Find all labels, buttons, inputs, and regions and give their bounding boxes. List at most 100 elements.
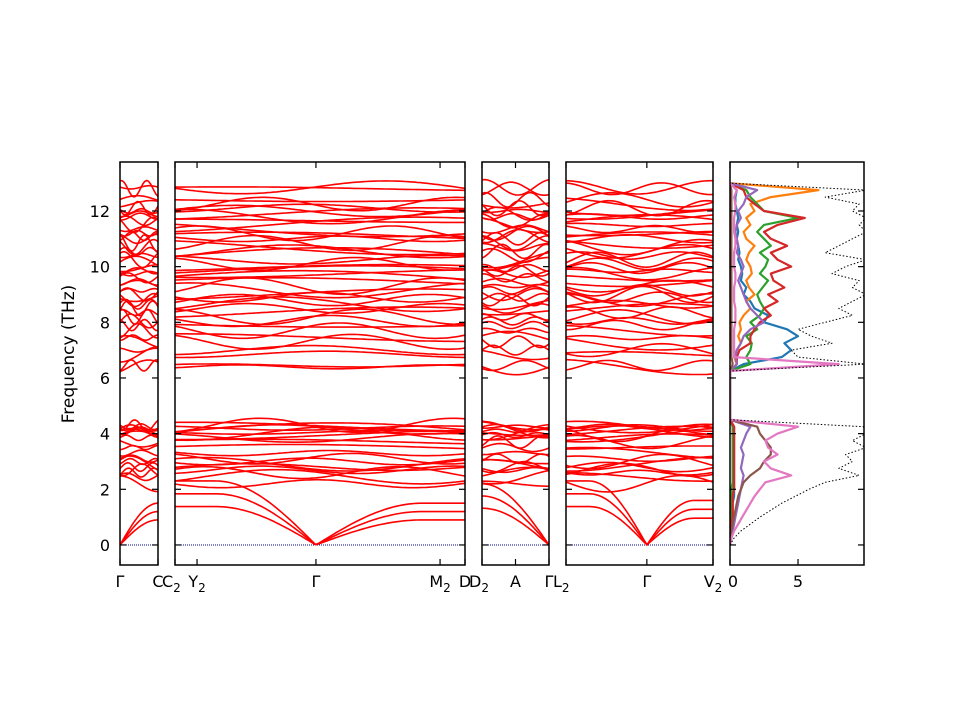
phonon-band <box>175 333 465 343</box>
x-tick-label-text: Γ <box>116 572 125 591</box>
phonon-band <box>175 204 465 218</box>
phonon-band <box>566 279 713 293</box>
y-tick-label: 10 <box>90 258 110 277</box>
dos-frame <box>729 161 865 566</box>
phonon-band <box>120 270 158 277</box>
phonon-band <box>566 433 713 442</box>
phonon-band <box>120 334 158 348</box>
phonon-band <box>120 212 158 221</box>
dos-series-total <box>730 182 864 546</box>
phonon-band <box>120 359 158 373</box>
phonon-band <box>566 350 713 357</box>
dos-x-tick-label: 0 <box>728 572 738 591</box>
phonon-band <box>120 298 158 310</box>
phonon-band <box>482 256 549 272</box>
phonon-band <box>566 319 713 331</box>
phonon-band <box>120 454 158 464</box>
y-tick-label: 12 <box>90 202 110 221</box>
phonon-band <box>175 246 465 258</box>
phonon-band <box>175 308 465 326</box>
panel-frame <box>119 161 159 566</box>
phonon-band <box>120 255 158 267</box>
phonon-band <box>482 285 549 295</box>
phonon-band <box>482 335 549 349</box>
x-tick-label-text: C <box>162 572 173 591</box>
phonon-band <box>175 293 465 307</box>
phonon-band <box>120 461 158 473</box>
phonon-band <box>175 344 465 356</box>
phonon-band <box>120 423 158 433</box>
phonon-band <box>482 320 549 330</box>
phonon-band <box>482 251 549 269</box>
y-tick-label: 8 <box>100 313 110 332</box>
phonon-band <box>175 235 465 243</box>
phonon-band <box>482 480 549 488</box>
phonon-band <box>482 277 549 287</box>
phonon-band <box>566 420 713 439</box>
dos-series-brown <box>730 182 772 545</box>
phonon-band <box>566 268 713 274</box>
phonon-band <box>482 191 549 208</box>
phonon-band <box>482 208 549 214</box>
acoustic-band <box>566 493 713 547</box>
phonon-band <box>482 292 549 302</box>
phonon-band <box>566 471 713 482</box>
phonon-band <box>566 461 713 473</box>
y-axis-label: Frequency (THz) <box>59 285 79 424</box>
phonon-band <box>120 263 158 273</box>
x-tick-label-text: Γ <box>311 572 320 591</box>
x-tick-label: Γ <box>642 572 651 591</box>
phonon-band <box>120 419 158 432</box>
phonon-band <box>566 191 713 208</box>
x-tick-label-text: M <box>429 572 443 591</box>
x-tick-label-subscript: 2 <box>198 581 206 595</box>
band-panel-0 <box>120 179 158 546</box>
phonon-band <box>482 199 549 217</box>
phonon-band <box>175 363 465 368</box>
phonon-band <box>482 327 549 334</box>
phonon-band <box>482 206 549 222</box>
phonon-band <box>175 203 465 214</box>
phonon-band <box>120 475 158 493</box>
acoustic-band <box>175 480 465 546</box>
phonon-band <box>120 439 158 448</box>
phonon-band <box>566 199 713 217</box>
y-tick-label: 2 <box>100 480 110 499</box>
phonon-band <box>482 469 549 485</box>
x-tick-label-subscript: 2 <box>173 581 181 595</box>
x-tick-label-text: A <box>510 572 521 591</box>
x-tick-label-subscript: 2 <box>715 581 723 595</box>
x-tick-label: A <box>510 572 521 591</box>
x-tick-label: Y2 <box>187 572 205 595</box>
x-tick-label-text: D <box>469 572 481 591</box>
panel-frame <box>565 161 714 566</box>
phonon-band <box>175 207 465 220</box>
phonon-band <box>566 324 713 337</box>
phonon-band <box>175 478 465 489</box>
phonon-band <box>566 309 713 325</box>
x-tick-label: C2 <box>162 572 181 595</box>
phonon-band <box>175 417 465 434</box>
phonon-band <box>482 359 549 372</box>
phonon-band <box>482 312 549 321</box>
phonon-band <box>175 452 465 465</box>
acoustic-band <box>482 482 549 546</box>
dos-series-green <box>730 182 800 545</box>
phonon-band <box>482 310 549 316</box>
phonon-band <box>120 287 158 302</box>
panel-frame <box>174 161 466 566</box>
dos-x-tick-label: 5 <box>793 572 803 591</box>
y-tick-label: 0 <box>100 536 110 555</box>
phonon-band <box>175 254 465 265</box>
phonon-band <box>482 453 549 465</box>
x-tick-label: D2 <box>469 572 489 595</box>
acoustic-band <box>120 510 158 546</box>
phonon-band <box>120 457 158 466</box>
phonon-band <box>566 251 713 261</box>
phonon-band <box>566 423 713 434</box>
phonon-band <box>482 299 549 311</box>
acoustic-band <box>120 519 158 546</box>
phonon-band <box>175 234 465 252</box>
phonon-band <box>120 430 158 437</box>
